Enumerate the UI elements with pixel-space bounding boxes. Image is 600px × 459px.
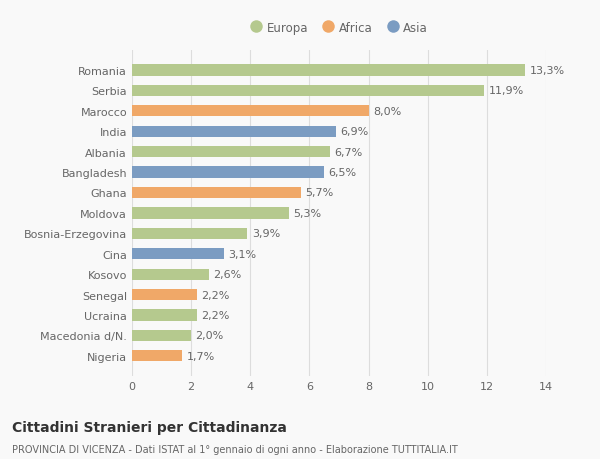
Bar	[132, 126, 336, 138]
Bar	[132, 310, 197, 321]
Text: 5,3%: 5,3%	[293, 208, 321, 218]
Text: 6,5%: 6,5%	[329, 168, 357, 178]
Text: 2,0%: 2,0%	[196, 330, 224, 341]
Bar	[132, 249, 224, 260]
Bar	[132, 147, 330, 158]
Text: 6,7%: 6,7%	[335, 147, 363, 157]
Bar	[132, 228, 247, 240]
Text: 2,2%: 2,2%	[202, 290, 230, 300]
Text: Cittadini Stranieri per Cittadinanza: Cittadini Stranieri per Cittadinanza	[12, 420, 287, 434]
Bar	[132, 167, 324, 178]
Bar	[132, 350, 182, 362]
Text: 1,7%: 1,7%	[187, 351, 215, 361]
Bar	[132, 330, 191, 341]
Text: 11,9%: 11,9%	[488, 86, 524, 96]
Text: 5,7%: 5,7%	[305, 188, 333, 198]
Text: 2,2%: 2,2%	[202, 310, 230, 320]
Bar	[132, 86, 484, 97]
Bar	[132, 187, 301, 199]
Bar	[132, 269, 209, 280]
Text: 6,9%: 6,9%	[340, 127, 369, 137]
Text: 8,0%: 8,0%	[373, 106, 401, 117]
Bar	[132, 289, 197, 301]
Bar	[132, 106, 368, 117]
Text: 2,6%: 2,6%	[214, 269, 242, 280]
Legend: Europa, Africa, Asia: Europa, Africa, Asia	[245, 17, 433, 39]
Text: 3,9%: 3,9%	[252, 229, 280, 239]
Text: 3,1%: 3,1%	[228, 249, 256, 259]
Bar	[132, 65, 526, 77]
Text: 13,3%: 13,3%	[530, 66, 565, 76]
Text: PROVINCIA DI VICENZA - Dati ISTAT al 1° gennaio di ogni anno - Elaborazione TUTT: PROVINCIA DI VICENZA - Dati ISTAT al 1° …	[12, 444, 458, 454]
Bar	[132, 208, 289, 219]
